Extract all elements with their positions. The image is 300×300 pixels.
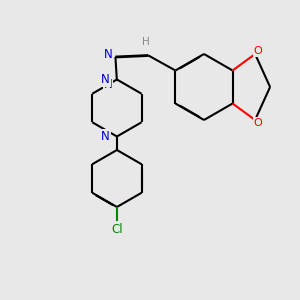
Text: N: N bbox=[101, 130, 110, 143]
Text: N: N bbox=[103, 48, 112, 61]
Text: H: H bbox=[142, 37, 149, 47]
Text: Cl: Cl bbox=[111, 223, 123, 236]
Text: O: O bbox=[254, 46, 262, 56]
Text: N: N bbox=[103, 77, 112, 91]
Text: O: O bbox=[254, 118, 262, 128]
Text: N: N bbox=[101, 73, 110, 86]
